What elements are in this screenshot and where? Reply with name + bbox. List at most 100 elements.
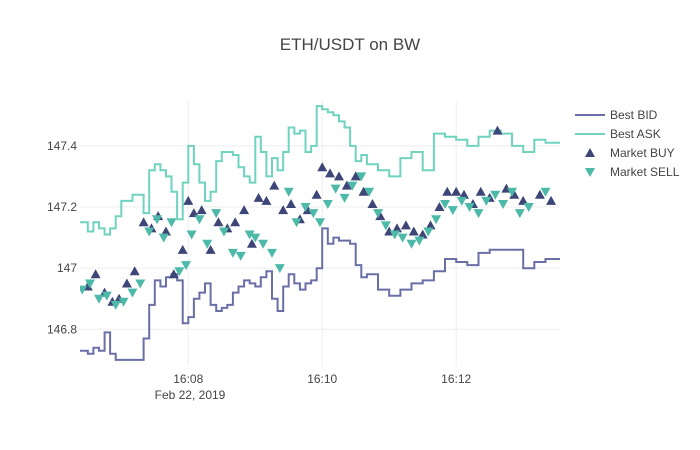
market-sell-marker [431, 215, 442, 225]
market-sell-marker [464, 203, 475, 213]
market-sell-marker [211, 209, 222, 219]
market-buy-marker [261, 195, 272, 205]
market-buy-marker [213, 217, 224, 227]
legend-label: Market SELL [610, 165, 680, 179]
market-buy-marker [269, 180, 280, 190]
legend-item-market-sell[interactable]: Market SELL [585, 165, 680, 179]
market-buy-marker [183, 195, 194, 205]
market-buy-marker [518, 195, 529, 205]
market-buy-marker [492, 125, 503, 135]
market-sell-marker [347, 181, 358, 191]
market-sell-marker [507, 187, 517, 197]
market-buy-marker [129, 266, 140, 276]
market-buy-marker [425, 220, 436, 230]
market-sell-marker [93, 294, 104, 304]
market-sell-marker [274, 264, 285, 274]
market-buy-marker [239, 205, 250, 215]
market-sell-marker [110, 300, 121, 310]
market-buy-marker [434, 202, 445, 212]
market-sell-marker [194, 215, 205, 225]
market-sell-marker [250, 233, 261, 243]
market-buy-marker [475, 186, 486, 196]
best-ask-line [80, 105, 560, 236]
market-sell-marker [330, 184, 341, 194]
y-tick-label: 147 [57, 261, 77, 275]
gridlines [80, 100, 560, 366]
market-sell-marker [423, 227, 434, 237]
legend-label: Best BID [610, 108, 658, 122]
legend-item-market-buy[interactable]: Market BUY [585, 146, 675, 160]
market-sell-marker [339, 193, 350, 203]
market-sell-marker [308, 209, 319, 219]
market-sell-marker [174, 267, 185, 277]
legend-item-best-bid[interactable]: Best BID [575, 108, 658, 122]
plot-area [80, 105, 560, 361]
market-buy-marker [392, 223, 403, 233]
market-sell-marker [440, 199, 451, 209]
market-buy-marker [546, 195, 557, 205]
market-sell-marker [291, 218, 302, 228]
market-sell-marker [85, 279, 96, 289]
market-sell-marker [498, 199, 509, 209]
market-buy-marker [534, 189, 545, 199]
legend[interactable]: Best BID Best ASK Market BUY Market SELL [575, 108, 680, 179]
market-sell-marker [364, 187, 375, 197]
market-sell-marker [219, 227, 229, 237]
market-sell-marker [380, 221, 391, 231]
market-sell-marker [406, 239, 417, 249]
market-sell-marker [186, 230, 197, 240]
market-buy-marker [375, 211, 386, 221]
market-sell-marker [144, 227, 155, 237]
market-buy-marker [459, 189, 469, 199]
market-sell-marker [235, 251, 246, 261]
market-sell-marker [118, 297, 129, 307]
y-tick-label: 147.2 [47, 200, 77, 214]
x-tick-label: 16:12 [441, 372, 471, 386]
market-sell-marker [300, 203, 311, 213]
market-sell-marker [283, 187, 294, 197]
market-buy-marker [417, 229, 428, 239]
market-buy-marker [138, 217, 149, 227]
market-sell-marker [490, 190, 501, 200]
legend-item-best-ask[interactable]: Best ASK [575, 127, 661, 141]
market-sell-marker [166, 218, 177, 228]
market-buy-marker [246, 238, 257, 248]
market-buy-marker [442, 186, 453, 196]
legend-label: Market BUY [610, 146, 675, 160]
market-sell-marker [127, 288, 138, 298]
market-sell-marker [414, 236, 425, 246]
market-sell-marker [373, 209, 384, 219]
market-sell-marker [135, 279, 146, 289]
market-sell-marker [456, 196, 467, 206]
market-sell-marker [540, 187, 551, 197]
market-buy-marker [230, 217, 241, 227]
market-sell-marker [244, 230, 255, 240]
market-buy-marker [311, 189, 322, 199]
market-sell-marker [447, 206, 458, 216]
market-sell-marker [473, 209, 484, 219]
legend-swatch [585, 168, 595, 177]
x-tick-label: 16:08 [173, 372, 203, 386]
market-buy-marker [325, 168, 336, 178]
chart-title: ETH/USDT on BW [280, 35, 420, 54]
market-sell-marker [80, 285, 88, 295]
market-sell-marker [181, 261, 192, 271]
market-buy-marker [278, 205, 289, 215]
legend-swatch [585, 148, 595, 157]
market-sell-marker [315, 218, 325, 228]
x-tick-label: 16:10 [307, 372, 337, 386]
market-sell-marker [322, 199, 333, 209]
market-buy-marker [160, 226, 171, 236]
market-sell-marker [158, 233, 169, 243]
y-axis-ticks: 146.8 147 147.2 147.4 [47, 139, 77, 336]
market-buy-marker [168, 269, 179, 279]
market-buy-marker [408, 226, 419, 236]
legend-label: Best ASK [610, 127, 661, 141]
market-sell-marker [227, 248, 238, 258]
market-sell-marker [101, 291, 112, 301]
market-buy-marker [253, 192, 264, 202]
market-sell-marker [356, 172, 367, 182]
market-sell-marker [523, 203, 534, 213]
market-sell-marker [481, 196, 492, 206]
